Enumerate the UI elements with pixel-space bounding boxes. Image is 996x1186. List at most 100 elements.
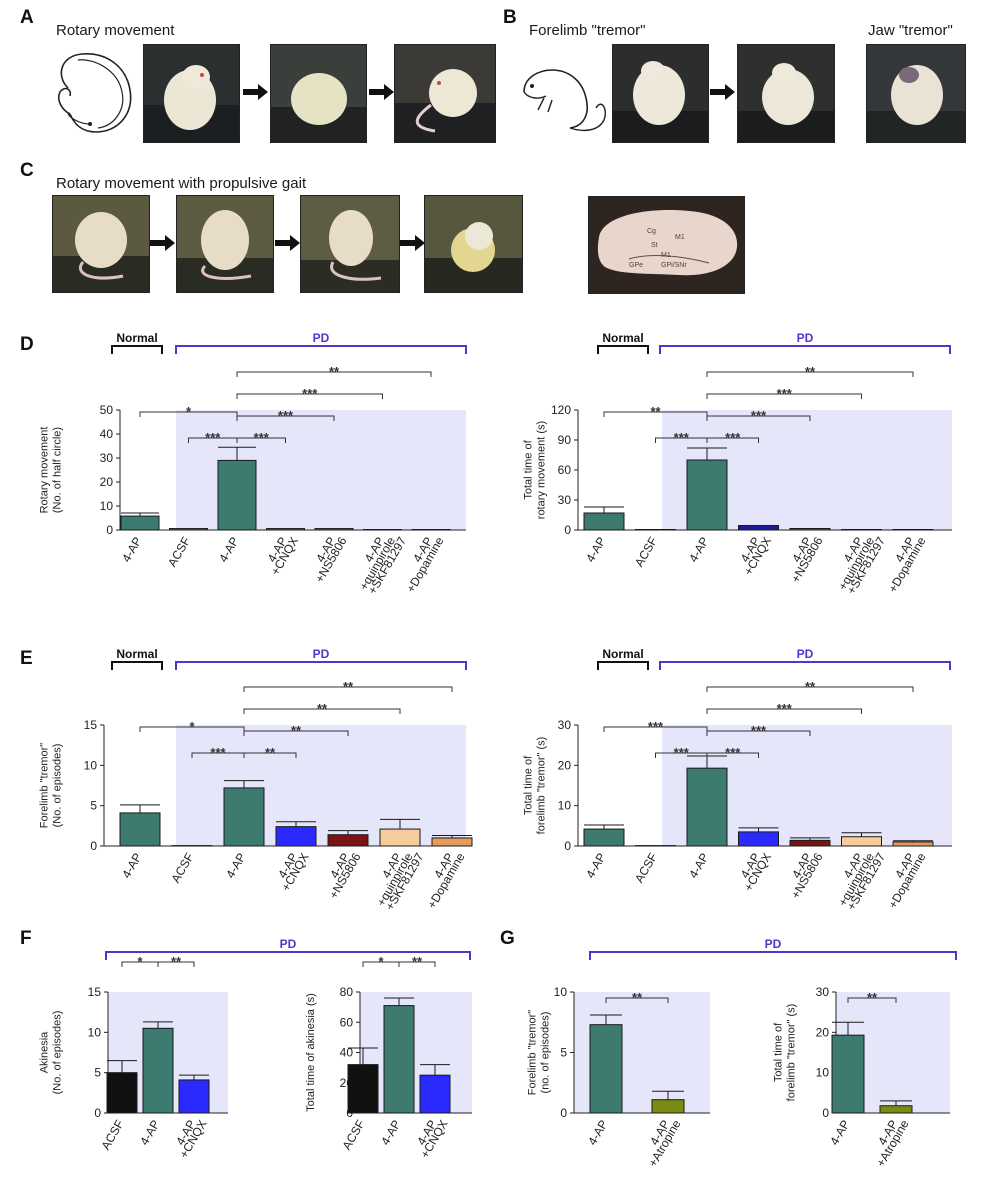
bar	[589, 1024, 623, 1114]
significance-bracket	[139, 411, 238, 417]
bar	[651, 1099, 685, 1114]
significance-stars: ***	[777, 386, 793, 401]
panel-a-title: Rotary movement	[56, 22, 175, 39]
x-tick-label: 4-AP	[216, 535, 241, 565]
x-tick-label: ACSF	[339, 1118, 367, 1153]
bar	[314, 528, 354, 531]
arrow-right-icon	[710, 84, 735, 105]
y-tick-label: 0	[560, 1106, 567, 1120]
photo-rat-tremor-2	[737, 44, 835, 143]
x-tick-label: 4-AP	[585, 1118, 610, 1148]
y-tick-label: 15	[84, 718, 98, 732]
significance-stars: ***	[751, 408, 767, 423]
y-tick-label: 50	[100, 403, 114, 417]
y-tick-label: 0	[564, 523, 571, 537]
y-tick-label: 0	[822, 1106, 829, 1120]
significance-bracket	[243, 686, 453, 692]
group-label: PD	[797, 647, 814, 661]
bar	[841, 529, 882, 531]
significance-bracket	[157, 961, 195, 967]
bar	[635, 529, 676, 531]
bar	[831, 1034, 865, 1114]
y-tick-label: 0	[106, 523, 113, 537]
significance-bracket	[603, 726, 708, 732]
y-axis-label: forelimb "tremor" (s)	[536, 737, 548, 835]
significance-stars: ***	[674, 430, 690, 445]
significance-stars: ***	[210, 745, 226, 760]
bar	[789, 528, 831, 531]
significance-bracket	[236, 437, 286, 443]
bar	[327, 834, 369, 847]
bar	[892, 529, 934, 531]
significance-bracket	[243, 708, 401, 714]
photo-rat-propulsive-2	[176, 195, 274, 293]
significance-stars: **	[805, 364, 816, 379]
y-tick-label: 30	[558, 493, 572, 507]
rat-curled-drawing	[57, 53, 132, 133]
bar	[738, 525, 779, 531]
significance-bracket	[398, 961, 436, 967]
significance-bracket	[236, 393, 383, 399]
bar	[841, 836, 882, 847]
group-bracket	[659, 345, 951, 354]
significance-stars: *	[186, 404, 192, 419]
significance-stars: **	[867, 990, 878, 1005]
bar	[686, 767, 728, 847]
group-bracket	[111, 345, 163, 354]
significance-bracket	[706, 393, 862, 399]
bar	[583, 828, 625, 847]
y-tick-label: 0	[90, 839, 97, 853]
x-tick-label: 4-AP	[686, 535, 711, 565]
panel-letter-d: D	[20, 334, 34, 355]
panel-letter-e: E	[20, 648, 33, 669]
y-axis-label: (No. of half circle)	[52, 427, 64, 513]
x-tick-label: 4-AP	[583, 535, 608, 565]
significance-bracket	[706, 371, 914, 377]
group-bracket	[597, 345, 649, 354]
plot-shade	[176, 725, 466, 846]
photo-rat-tremor-1	[612, 44, 709, 143]
bar	[583, 512, 625, 531]
bar	[120, 515, 160, 531]
plot-shade	[360, 992, 472, 1113]
significance-stars: ***	[777, 701, 793, 716]
y-axis-label: Forelimb "tremor"	[527, 1010, 539, 1096]
significance-stars: *	[189, 719, 195, 734]
significance-stars: ***	[205, 430, 221, 445]
x-tick-label: 4-AP	[223, 851, 248, 881]
y-tick-label: 30	[558, 718, 572, 732]
brain-label-m1: M1	[675, 234, 685, 241]
y-tick-label: 80	[340, 985, 354, 999]
panel-c-title: Rotary movement with propulsive gait	[56, 175, 307, 192]
y-axis-label: rotary movement (s)	[536, 421, 548, 519]
significance-bracket	[603, 411, 708, 417]
bar	[142, 1027, 174, 1114]
significance-stars: **	[650, 404, 661, 419]
bar	[178, 1079, 210, 1114]
significance-stars: **	[412, 954, 423, 969]
group-label: PD	[313, 647, 330, 661]
significance-bracket	[243, 752, 297, 758]
brain-label-m1b: M1	[661, 252, 671, 259]
y-tick-label: 40	[340, 1046, 354, 1060]
bar	[106, 1072, 138, 1114]
group-label: PD	[797, 331, 814, 345]
significance-bracket	[706, 730, 811, 736]
bar	[879, 1105, 913, 1114]
bar	[383, 1005, 415, 1114]
y-axis-label: (No. of episodes)	[52, 744, 64, 828]
rat-standing-drawing	[523, 69, 606, 132]
y-tick-label: 20	[100, 475, 114, 489]
significance-stars: ***	[254, 430, 270, 445]
y-axis-label: (no. of episodes)	[540, 1012, 552, 1094]
significance-bracket	[706, 415, 811, 421]
group-bracket	[597, 661, 649, 670]
x-tick-label: 4-AP	[583, 851, 608, 881]
x-tick-label: 4-AP	[119, 851, 144, 881]
panel-letter-a: A	[20, 7, 34, 28]
y-axis-label: Total time of	[523, 439, 535, 499]
bar	[223, 787, 265, 847]
x-tick-label: 4-AP	[686, 851, 711, 881]
y-tick-label: 5	[90, 799, 97, 813]
y-tick-label: 20	[816, 1025, 830, 1039]
